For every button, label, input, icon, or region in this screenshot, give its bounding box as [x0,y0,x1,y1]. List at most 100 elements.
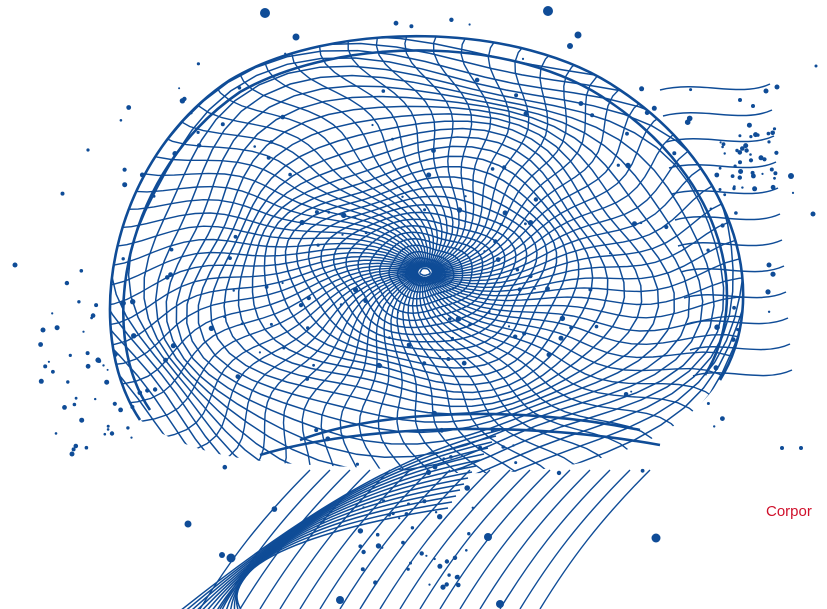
particle-dot [97,359,102,363]
particle-dot [71,447,76,452]
particle-dot [464,195,467,198]
particle-dot [131,333,137,339]
particle-dot [391,137,394,141]
particle-dot [751,173,756,179]
particle-dot [269,322,273,326]
particle-dot [68,353,72,357]
mesh-spoke [429,237,744,293]
particle-dot [719,141,722,144]
particle-dot [450,336,454,341]
particle-dot [527,220,534,226]
particle-dot [501,445,506,449]
particle-dot [51,312,54,315]
mesh-spoke [418,276,647,474]
particle-dot [406,342,412,348]
particle-dot [773,176,776,180]
particle-dot [723,193,727,197]
mesh-spoke [110,198,423,269]
particle-dot [738,98,742,102]
particle-dot [373,580,378,585]
ribbon-cross-strand [259,469,371,609]
particle-dot [84,445,89,450]
particle-dot [514,93,519,98]
loose-strand [665,135,775,143]
particle-dot [751,104,755,108]
particle-dot [468,323,472,327]
mesh-strands [659,83,793,377]
loose-strand [683,291,787,299]
particle-dot [439,355,442,358]
particle-dot [762,157,767,162]
particle-dot [514,461,518,465]
particle-dot [364,231,368,235]
particle-dot [543,6,553,16]
particle-dot [763,88,769,94]
particle-dot [456,207,463,213]
ribbon-cross-strand [199,469,311,609]
particle-dot [401,540,405,545]
particle-dot [425,469,432,475]
particle-dot [770,130,775,136]
particle-dot [749,153,752,156]
mesh-ring [419,267,431,277]
particle-dot [774,150,779,155]
particle-dot [235,374,241,379]
particle-dot [232,289,235,292]
particle-dot [522,331,527,336]
particle-dot [222,464,228,470]
particle-dot [228,256,232,260]
loose-strand [677,239,783,247]
particle-dot [746,122,752,128]
particle-dot [478,445,483,450]
particle-dot [644,110,650,115]
particle-dot [483,250,486,253]
particle-dot [766,262,772,268]
particle-dot [447,573,451,577]
particle-dot [440,584,446,590]
particle-dot [113,352,118,357]
particle-dot [165,275,170,280]
ribbon-cross-strand [419,469,531,609]
particle-dot [713,365,719,371]
particle-dot [738,169,744,174]
mesh-spoke [402,275,510,474]
particle-dot [419,551,424,556]
particle-dot [709,207,713,211]
particle-dot [490,429,495,433]
particle-dot [316,243,320,247]
particle-dot [523,111,529,117]
ribbon-strand [230,489,461,609]
mesh-spoke [429,257,744,297]
mesh-spoke [430,163,744,282]
particle-dot [401,195,404,198]
particle-dot [103,432,107,436]
particle-dot [770,184,776,190]
loose-strand [671,187,779,195]
mesh-ring [368,231,484,314]
mesh-spoke [340,36,448,269]
particle-dot [122,182,128,188]
particle-dot [495,257,501,262]
particle-dot [639,86,645,92]
particle-dot [432,464,438,470]
mesh-spoke [407,275,546,474]
particle-dot [104,379,110,385]
particle-dot [770,271,776,277]
particle-dot [706,402,710,405]
particle-dot [38,378,44,384]
particle-dot [196,143,202,148]
particle-dot [288,172,292,177]
particle-dot [69,451,75,457]
particle-dot [428,583,431,586]
mesh-spoke [428,275,744,306]
particle-dot [120,300,126,306]
ribbon-cross-strand [459,469,571,609]
particle-dot [740,146,745,151]
mesh-ring [263,155,580,386]
mesh-spoke [426,276,744,394]
particle-dot [106,424,110,428]
particle-dot [178,87,181,90]
particle-dot [43,364,48,369]
particle-dot [524,222,527,226]
mesh-spoke [396,274,475,474]
